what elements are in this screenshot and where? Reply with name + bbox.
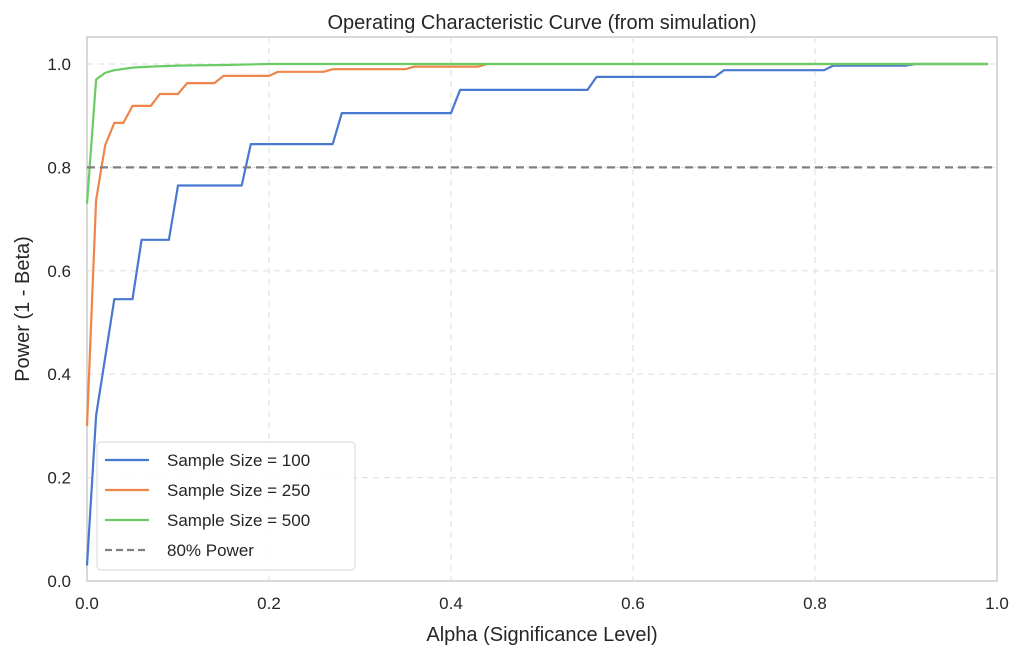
legend-label-100: Sample Size = 100 (167, 451, 310, 470)
y-axis-label: Power (1 - Beta) (12, 236, 34, 382)
legend-box (96, 441, 356, 571)
y-tick-label: 0.0 (47, 572, 71, 591)
legend-label-500: Sample Size = 500 (167, 511, 310, 530)
y-tick-label: 0.8 (47, 158, 71, 177)
x-tick-label: 0.0 (75, 594, 99, 613)
y-tick-label: 0.6 (47, 262, 71, 281)
y-tick-label: 0.4 (47, 365, 71, 384)
legend-label-80-power: 80% Power (167, 541, 254, 560)
y-axis-ticks: 0.0 0.2 0.4 0.6 0.8 1.0 (47, 55, 71, 591)
x-tick-label: 0.8 (803, 594, 827, 613)
y-tick-label: 1.0 (47, 55, 71, 74)
chart-title: Operating Characteristic Curve (from sim… (327, 12, 756, 34)
x-axis-ticks: 0.0 0.2 0.4 0.6 0.8 1.0 (75, 594, 1009, 613)
series-line-0 (85, 62, 988, 566)
y-tick-label: 0.2 (47, 469, 71, 488)
series-line-1 (85, 62, 988, 426)
series-lines (85, 62, 997, 566)
x-tick-label: 0.6 (621, 594, 645, 613)
x-tick-label: 0.2 (257, 594, 281, 613)
series-line-2 (85, 62, 988, 204)
x-axis-label: Alpha (Significance Level) (426, 624, 657, 646)
x-tick-label: 1.0 (985, 594, 1009, 613)
x-tick-label: 0.4 (439, 594, 463, 613)
legend-label-250: Sample Size = 250 (167, 481, 310, 500)
legend: Sample Size = 100 Sample Size = 250 Samp… (96, 441, 356, 571)
